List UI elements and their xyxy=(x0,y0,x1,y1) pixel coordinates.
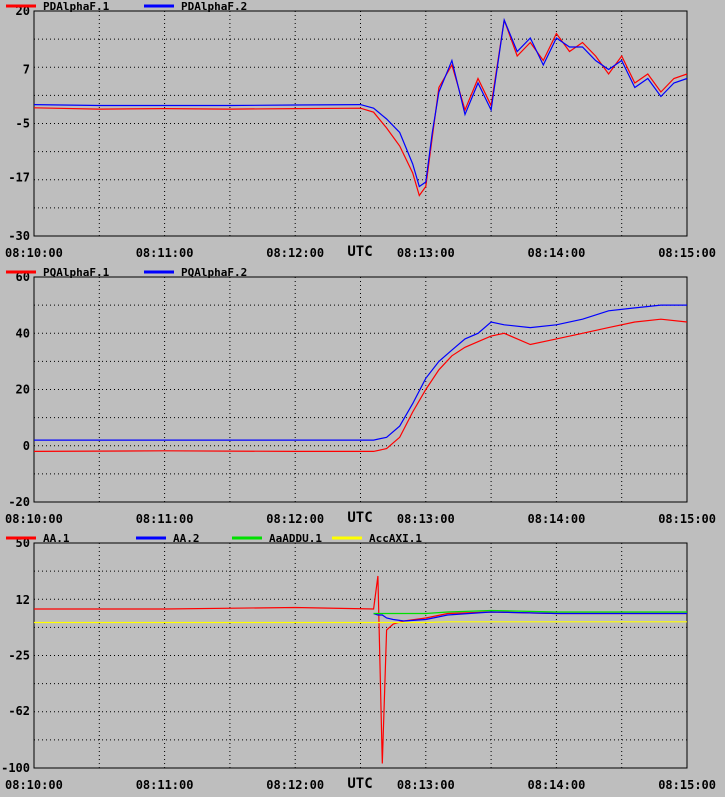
series-line-3 xyxy=(373,609,687,615)
legend-label: PDAlphaF.1 xyxy=(43,0,110,13)
x-tick-label: 08:14:00 xyxy=(528,512,586,526)
series-line-4 xyxy=(34,621,687,624)
x-tick-label: 08:11:00 xyxy=(136,778,194,792)
x-tick-label: 08:13:00 xyxy=(397,778,455,792)
y-tick-label: -30 xyxy=(8,229,30,243)
y-tick-label: -62 xyxy=(8,704,30,718)
x-tick-label: 08:15:00 xyxy=(658,778,716,792)
y-tick-label: 7 xyxy=(23,63,30,77)
legend-label: AaADDU.1 xyxy=(269,532,322,545)
x-axis-label: UTC xyxy=(347,510,372,526)
legend-label: PDAlphaF.2 xyxy=(181,0,247,13)
y-tick-label: -17 xyxy=(8,171,30,185)
x-tick-label: 08:10:00 xyxy=(5,246,63,260)
legend-label: AA.1 xyxy=(43,532,70,545)
x-tick-label: 08:12:00 xyxy=(266,512,324,526)
y-tick-label: -20 xyxy=(8,495,30,509)
y-tick-label: 0 xyxy=(23,439,30,453)
x-tick-label: 08:13:00 xyxy=(397,512,455,526)
x-axis-label: UTC xyxy=(347,776,372,792)
legend-label: PQAlphaF.1 xyxy=(43,266,110,279)
series-line-1 xyxy=(33,318,688,452)
x-axis-label: UTC xyxy=(347,244,372,260)
legend-label: AA.2 xyxy=(173,532,200,545)
x-tick-label: 08:14:00 xyxy=(528,778,586,792)
y-tick-label: -5 xyxy=(16,117,30,131)
x-tick-label: 08:10:00 xyxy=(5,778,63,792)
legend-label: AccAXI.1 xyxy=(369,532,422,545)
x-tick-label: 08:12:00 xyxy=(266,778,324,792)
x-tick-label: 08:11:00 xyxy=(136,512,194,526)
y-tick-label: -25 xyxy=(8,649,30,663)
x-tick-label: 08:14:00 xyxy=(528,246,586,260)
series-line-2 xyxy=(373,611,687,622)
x-tick-label: 08:11:00 xyxy=(136,246,194,260)
series-line-2 xyxy=(33,17,688,188)
series-line-2 xyxy=(34,304,687,441)
legend-label: PQAlphaF.2 xyxy=(181,266,247,279)
y-tick-label: -100 xyxy=(1,761,30,775)
x-tick-label: 08:13:00 xyxy=(397,246,455,260)
x-tick-label: 08:15:00 xyxy=(658,246,716,260)
y-tick-label: 40 xyxy=(16,326,30,340)
x-tick-label: 08:10:00 xyxy=(5,512,63,526)
y-tick-label: 20 xyxy=(16,383,30,397)
y-tick-label: 12 xyxy=(16,593,30,607)
series-line-1 xyxy=(33,19,688,197)
x-tick-label: 08:15:00 xyxy=(658,512,716,526)
x-tick-label: 08:12:00 xyxy=(266,246,324,260)
